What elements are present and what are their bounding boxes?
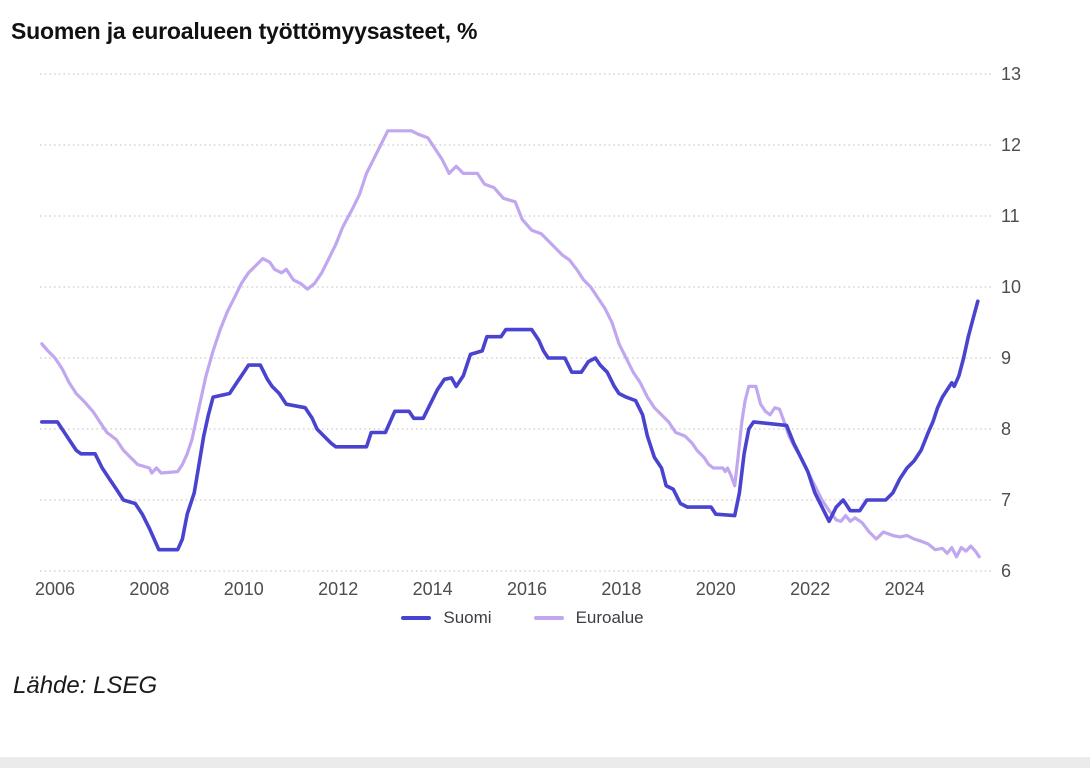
x-tick-label-2022: 2022 bbox=[790, 579, 830, 599]
y-tick-label-13: 13 bbox=[1001, 64, 1021, 84]
legend-swatch-euroalue bbox=[533, 616, 564, 620]
y-tick-label-7: 7 bbox=[1001, 490, 1011, 510]
x-tick-label-2008: 2008 bbox=[129, 579, 169, 599]
x-tick-label-2018: 2018 bbox=[601, 579, 641, 599]
series-line-euroalue bbox=[40, 129, 981, 559]
series-line-suomi bbox=[39, 299, 980, 552]
y-tick-label-6: 6 bbox=[1001, 561, 1011, 581]
y-tick-label-8: 8 bbox=[1001, 419, 1011, 439]
source-note: Lähde: LSEG bbox=[13, 672, 158, 699]
x-tick-label-2024: 2024 bbox=[885, 579, 925, 599]
x-tick-label-2016: 2016 bbox=[507, 579, 547, 599]
legend-label-suomi: Suomi bbox=[443, 608, 492, 627]
y-tick-label-12: 12 bbox=[1001, 135, 1021, 155]
legend-item-euroalue: Euroalue bbox=[533, 608, 644, 628]
legend-item-suomi: Suomi bbox=[401, 608, 492, 628]
x-tick-label-2014: 2014 bbox=[413, 579, 453, 599]
legend-swatch-suomi bbox=[401, 616, 432, 620]
x-tick-label-2006: 2006 bbox=[35, 579, 75, 599]
chart-legend: Suomi Euroalue bbox=[0, 608, 1045, 628]
x-tick-label-2010: 2010 bbox=[224, 579, 264, 599]
x-tick-label-2012: 2012 bbox=[318, 579, 358, 599]
y-tick-label-9: 9 bbox=[1001, 348, 1011, 368]
chart-title: Suomen ja euroalueen työttömyysasteet, % bbox=[11, 18, 478, 44]
legend-label-euroalue: Euroalue bbox=[575, 608, 644, 627]
y-tick-label-10: 10 bbox=[1001, 277, 1021, 297]
y-tick-label-11: 11 bbox=[1001, 206, 1020, 226]
bottom-strip bbox=[0, 757, 1090, 768]
x-tick-label-2020: 2020 bbox=[696, 579, 736, 599]
